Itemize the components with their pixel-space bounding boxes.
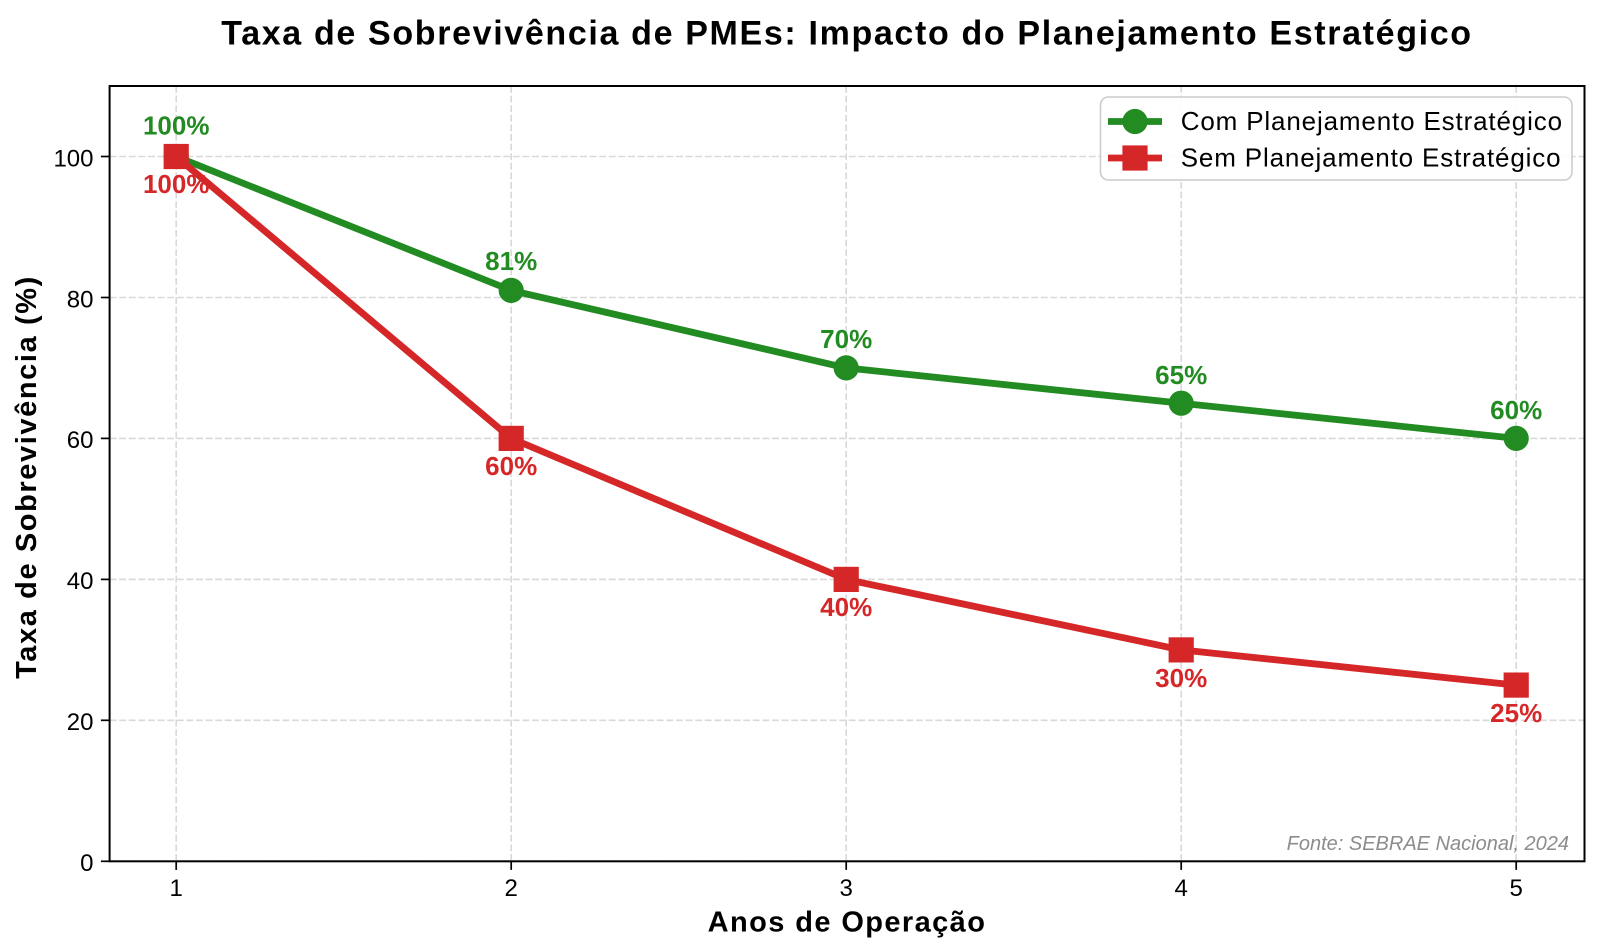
svg-text:40: 40 bbox=[67, 568, 94, 595]
svg-text:80: 80 bbox=[67, 286, 94, 313]
svg-text:30%: 30% bbox=[1155, 663, 1207, 693]
svg-text:81%: 81% bbox=[485, 246, 537, 276]
svg-text:70%: 70% bbox=[820, 324, 872, 354]
svg-text:60%: 60% bbox=[1490, 395, 1542, 425]
svg-text:65%: 65% bbox=[1155, 360, 1207, 390]
svg-text:1: 1 bbox=[170, 875, 183, 902]
svg-text:Sem Planejamento Estratégico: Sem Planejamento Estratégico bbox=[1181, 143, 1562, 173]
svg-text:60: 60 bbox=[67, 427, 94, 454]
svg-text:2: 2 bbox=[505, 875, 518, 902]
svg-text:5: 5 bbox=[1510, 875, 1523, 902]
svg-text:100%: 100% bbox=[143, 111, 210, 141]
svg-text:0: 0 bbox=[80, 850, 93, 877]
svg-text:60%: 60% bbox=[485, 451, 537, 481]
svg-text:Anos de Operação: Anos de Operação bbox=[708, 907, 987, 939]
svg-text:Fonte: SEBRAE Nacional, 2024: Fonte: SEBRAE Nacional, 2024 bbox=[1287, 833, 1569, 855]
svg-text:Taxa de Sobrevivência (%): Taxa de Sobrevivência (%) bbox=[11, 275, 43, 679]
svg-text:20: 20 bbox=[67, 709, 94, 736]
svg-text:40%: 40% bbox=[820, 592, 872, 622]
svg-text:4: 4 bbox=[1175, 875, 1188, 902]
svg-text:100%: 100% bbox=[143, 169, 210, 199]
svg-text:100: 100 bbox=[53, 145, 93, 172]
svg-text:Taxa de Sobrevivência de PMEs:: Taxa de Sobrevivência de PMEs: Impacto d… bbox=[221, 15, 1472, 53]
svg-text:3: 3 bbox=[840, 875, 853, 902]
svg-text:25%: 25% bbox=[1490, 698, 1542, 728]
svg-text:Com Planejamento Estratégico: Com Planejamento Estratégico bbox=[1181, 106, 1563, 136]
